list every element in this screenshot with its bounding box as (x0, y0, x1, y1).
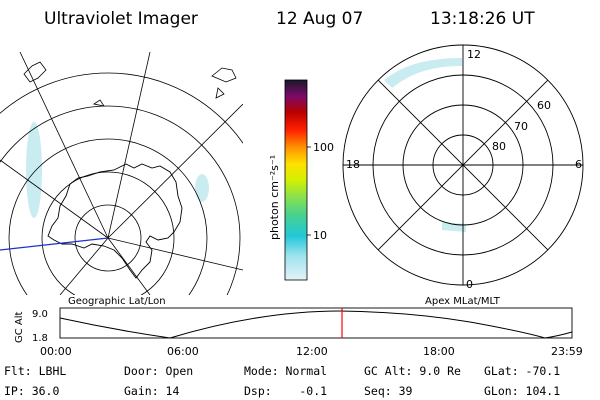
info-door: Door: Open (124, 364, 193, 378)
coastline-antarctica (47, 163, 183, 279)
altitude-ytick-9: 9.0 (32, 309, 48, 320)
app-title: Ultraviolet Imager (44, 9, 198, 29)
time-label: 13:18:26 UT (430, 9, 535, 29)
mlat-label-70: 70 (514, 120, 528, 133)
altitude-xtick-2359: 23:59 (551, 345, 583, 358)
mlt-label-0: 0 (466, 278, 473, 291)
colorbar-tick-label-10: 10 (313, 229, 327, 242)
info-gain: Gain: 14 (124, 384, 179, 398)
info-mode: Mode: Normal (244, 364, 327, 378)
altitude-plot-frame (59, 307, 573, 339)
longitude-lines (0, 52, 243, 295)
altitude-xtick-0600: 06:00 (167, 345, 199, 358)
latitude-circles (0, 72, 243, 295)
info-dsp: Dsp: -0.1 (244, 384, 327, 398)
altitude-plot: GC Alt 9.0 1.8 00:00 06:00 12:00 18:00 2… (14, 307, 583, 358)
mlat-label-60: 60 (537, 99, 551, 112)
mlt-lines (343, 45, 583, 285)
mlat-label-80: 80 (492, 140, 506, 153)
mlat-mlt-map (342, 44, 584, 286)
date-label: 12 Aug 07 (276, 9, 363, 29)
info-block: Flt: LBHL IP: 36.0 Door: Open Gain: 14 M… (4, 364, 560, 398)
colorbar-tick-label-100: 100 (313, 141, 334, 154)
aurora-emission-left (26, 122, 209, 218)
mlt-label-12: 12 (467, 48, 481, 61)
altitude-xtick-1800: 18:00 (423, 345, 455, 358)
aurora-emission-right (384, 58, 466, 232)
right-panel-label: Apex MLat/MLT (425, 296, 501, 307)
mlt-label-6: 6 (575, 158, 582, 171)
geographic-map (0, 52, 243, 295)
altitude-xtick-0000: 00:00 (40, 345, 72, 358)
info-gcalt: GC Alt: 9.0 Re (364, 364, 461, 378)
coastline-fragment (23, 61, 237, 107)
info-ip: IP: 36.0 (4, 384, 59, 398)
altitude-xtick-1200: 12:00 (296, 345, 328, 358)
altitude-ylabel: GC Alt (14, 311, 25, 343)
colorbar-unit-label: photon cm⁻²s⁻¹ (268, 155, 281, 240)
info-flt: Flt: LBHL (4, 364, 66, 378)
info-glat: GLat: -70.1 (484, 364, 560, 378)
altitude-curve (59, 310, 573, 339)
info-glon: GLon: 104.1 (484, 384, 560, 398)
mlt-label-18: 18 (346, 158, 360, 171)
colorbar-frame (284, 79, 308, 281)
sub-satellite-line (0, 237, 109, 251)
left-panel-label: Geographic Lat/Lon (68, 296, 166, 307)
info-seq: Seq: 39 (364, 384, 413, 398)
colorbar (285, 80, 307, 280)
altitude-ytick-1-8: 1.8 (32, 333, 48, 344)
